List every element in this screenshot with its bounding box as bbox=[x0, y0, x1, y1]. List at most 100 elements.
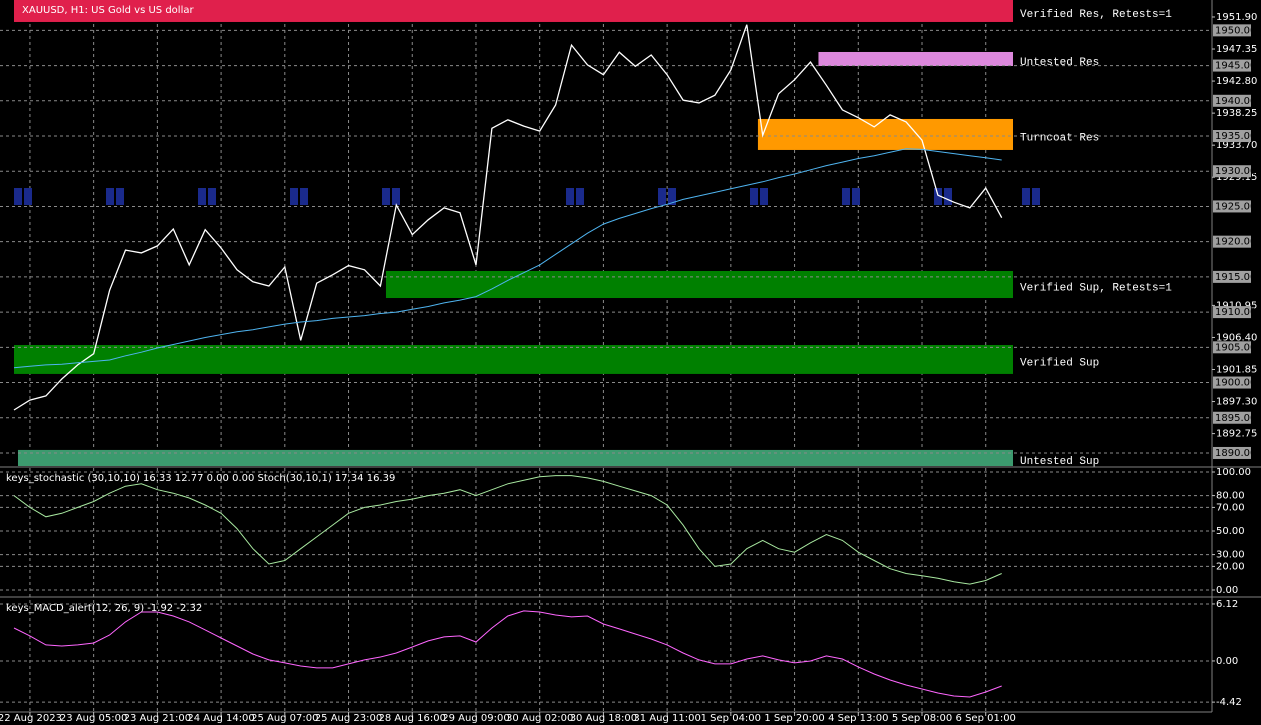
session-marker bbox=[668, 188, 676, 205]
x-tick-label: 22 Aug 2023 bbox=[0, 713, 62, 724]
zone bbox=[385, 270, 1013, 299]
y-tick-label: 30.00 bbox=[1216, 550, 1245, 561]
y-tick-label: 1901.85 bbox=[1216, 365, 1257, 376]
series-line bbox=[13, 610, 1002, 698]
x-tick-label: 23 Aug 21:00 bbox=[124, 713, 191, 724]
y-tick-label: 1910.95 bbox=[1216, 300, 1257, 311]
level-box bbox=[1213, 24, 1251, 37]
level-label: 1910.00 bbox=[1215, 307, 1256, 318]
x-tick-label: 30 Aug 02:00 bbox=[506, 713, 573, 724]
y-tick-label: 1938.25 bbox=[1216, 108, 1257, 119]
session-marker bbox=[116, 188, 124, 205]
x-tick-label: 30 Aug 18:00 bbox=[570, 713, 637, 724]
level-box bbox=[1213, 165, 1251, 178]
level-label: 1895.00 bbox=[1215, 413, 1256, 424]
session-marker bbox=[944, 188, 952, 205]
y-tick-label: 1947.35 bbox=[1216, 44, 1257, 55]
level-label: 1930.00 bbox=[1215, 166, 1256, 177]
y-tick-label: 1951.90 bbox=[1216, 12, 1257, 23]
level-box bbox=[1213, 411, 1251, 424]
zone-label: Verified Sup, Retests=1 bbox=[1020, 282, 1172, 294]
session-marker bbox=[852, 188, 860, 205]
series-line bbox=[13, 148, 1002, 369]
level-box bbox=[1213, 94, 1251, 107]
level-box bbox=[1213, 130, 1251, 143]
panel-title: keys_stochastic (30,10,10) 16.33 12.77 0… bbox=[6, 473, 395, 484]
level-box bbox=[1213, 200, 1251, 213]
y-tick-label: -4.42 bbox=[1216, 697, 1242, 708]
session-marker bbox=[842, 188, 850, 205]
y-tick-label: 1906.40 bbox=[1216, 332, 1257, 343]
zone bbox=[818, 51, 1013, 66]
level-label: 1890.00 bbox=[1215, 448, 1256, 459]
zone-label: Untested Res bbox=[1020, 57, 1099, 69]
session-marker bbox=[1032, 188, 1040, 205]
y-tick-label: 80.00 bbox=[1216, 491, 1245, 502]
session-marker bbox=[1022, 188, 1030, 205]
x-tick-label: 6 Sep 01:00 bbox=[956, 713, 1016, 724]
zone bbox=[14, 344, 1013, 374]
zone-label: Untested Sup bbox=[1020, 456, 1099, 468]
session-marker bbox=[658, 188, 666, 205]
level-box bbox=[1213, 306, 1251, 319]
x-tick-label: 4 Sep 13:00 bbox=[828, 713, 888, 724]
y-tick-label: 70.00 bbox=[1216, 502, 1245, 513]
y-tick-label: 0.00 bbox=[1216, 656, 1238, 667]
y-tick-label: 1892.75 bbox=[1216, 429, 1257, 440]
y-tick-label: 1897.30 bbox=[1216, 397, 1257, 408]
zone-label: Turncoat Res bbox=[1020, 132, 1099, 144]
x-tick-label: 25 Aug 07:00 bbox=[251, 713, 318, 724]
session-marker bbox=[300, 188, 308, 205]
zone-label: Verified Sup bbox=[1020, 357, 1099, 369]
level-label: 1905.00 bbox=[1215, 342, 1256, 353]
zone bbox=[14, 0, 1013, 22]
level-box bbox=[1213, 59, 1251, 72]
level-label: 1920.00 bbox=[1215, 237, 1256, 248]
x-tick-label: 28 Aug 16:00 bbox=[379, 713, 446, 724]
x-tick-label: 5 Sep 08:00 bbox=[892, 713, 952, 724]
session-marker bbox=[382, 188, 390, 205]
y-tick-label: 1942.80 bbox=[1216, 76, 1257, 87]
level-label: 1900.00 bbox=[1215, 378, 1256, 389]
level-box bbox=[1213, 341, 1251, 354]
level-box bbox=[1213, 446, 1251, 459]
level-box bbox=[1213, 235, 1251, 248]
y-tick-label: 100.00 bbox=[1216, 467, 1251, 478]
session-marker bbox=[576, 188, 584, 205]
y-tick-label: 50.00 bbox=[1216, 526, 1245, 537]
x-tick-label: 29 Aug 09:00 bbox=[442, 713, 509, 724]
level-label: 1915.00 bbox=[1215, 272, 1256, 283]
session-marker bbox=[24, 188, 32, 205]
x-tick-label: 25 Aug 23:00 bbox=[315, 713, 382, 724]
session-marker bbox=[198, 188, 206, 205]
session-marker bbox=[208, 188, 216, 205]
y-tick-label: 1933.70 bbox=[1216, 140, 1257, 151]
x-tick-label: 24 Aug 14:00 bbox=[187, 713, 254, 724]
session-marker bbox=[14, 188, 22, 205]
y-tick-label: 6.12 bbox=[1216, 599, 1238, 610]
session-marker bbox=[106, 188, 114, 205]
session-marker bbox=[760, 188, 768, 205]
panel-title: XAUUSD, H1: US Gold vs US dollar bbox=[22, 5, 194, 16]
x-tick-label: 23 Aug 05:00 bbox=[60, 713, 127, 724]
session-marker bbox=[290, 188, 298, 205]
session-marker bbox=[566, 188, 574, 205]
y-tick-label: 1929.15 bbox=[1216, 172, 1257, 183]
level-label: 1925.00 bbox=[1215, 201, 1256, 212]
level-label: 1940.00 bbox=[1215, 96, 1256, 107]
level-label: 1945.00 bbox=[1215, 61, 1256, 72]
x-tick-label: 31 Aug 11:00 bbox=[633, 713, 700, 724]
y-tick-label: 20.00 bbox=[1216, 561, 1245, 572]
level-label: 1950.00 bbox=[1215, 25, 1256, 36]
x-tick-label: 1 Sep 04:00 bbox=[701, 713, 761, 724]
level-box bbox=[1213, 270, 1251, 283]
zone bbox=[757, 118, 1013, 150]
series-line bbox=[13, 475, 1002, 585]
series-line bbox=[13, 24, 1003, 411]
x-tick-label: 1 Sep 20:00 bbox=[764, 713, 824, 724]
session-marker bbox=[392, 188, 400, 205]
panel-title: keys_MACD_alert(12, 26, 9) -1.92 -2.32 bbox=[6, 603, 202, 614]
level-box bbox=[1213, 376, 1251, 389]
